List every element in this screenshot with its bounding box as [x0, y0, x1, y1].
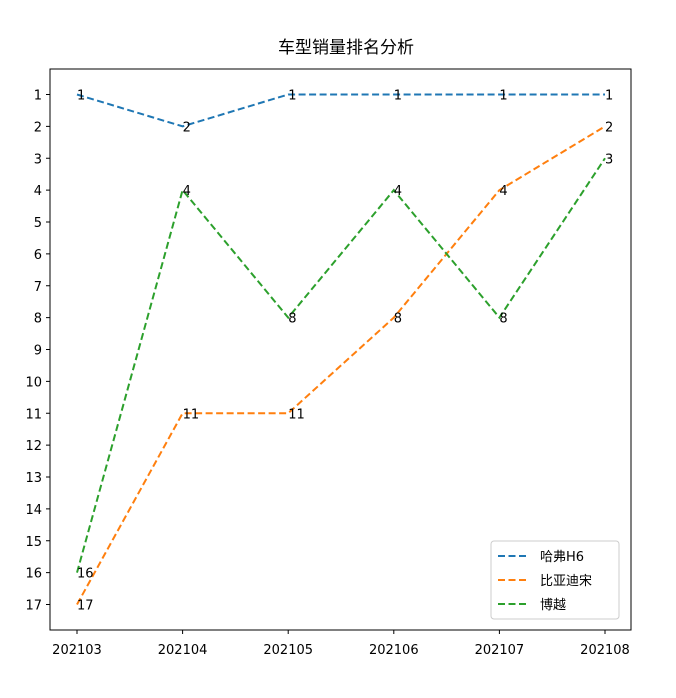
legend-entry: 哈弗H6	[540, 550, 584, 565]
y-tick-label: 5	[34, 216, 42, 231]
y-tick-label: 4	[34, 184, 42, 199]
x-tick-label: 202108	[580, 643, 630, 658]
data-label: 1	[499, 89, 507, 104]
data-label: 3	[605, 152, 613, 167]
chart-title: 车型销量排名分析	[278, 38, 414, 58]
y-tick-label: 12	[25, 439, 42, 454]
y-tick-label: 6	[34, 248, 42, 263]
data-label: 1	[288, 89, 296, 104]
x-tick-label: 202104	[158, 643, 208, 658]
legend-entry: 博越	[540, 598, 566, 613]
data-label: 8	[499, 312, 507, 327]
y-tick-label: 10	[25, 375, 42, 390]
y-tick-label: 8	[34, 312, 42, 327]
y-tick-label: 9	[34, 344, 42, 359]
data-label: 11	[183, 407, 200, 422]
y-tick-label: 15	[25, 535, 42, 550]
series-layer	[77, 94, 605, 604]
data-label: 2	[605, 120, 613, 135]
y-tick-label: 7	[34, 280, 42, 295]
x-tick-label: 202107	[475, 643, 525, 658]
y-tick-label: 2	[34, 120, 42, 135]
y-tick-label: 11	[25, 407, 42, 422]
data-label: 16	[77, 567, 94, 582]
y-tick-label: 1	[34, 89, 42, 104]
x-axis: 202103 202104 202105 202106 202107 202108	[52, 630, 630, 658]
legend-entry: 比亚迪宋	[540, 574, 592, 589]
data-label: 8	[394, 312, 402, 327]
data-label: 4	[183, 184, 191, 199]
data-label: 1	[394, 89, 402, 104]
y-tick-label: 3	[34, 152, 42, 167]
x-tick-label: 202106	[369, 643, 419, 658]
data-label: 2	[183, 120, 191, 135]
x-tick-label: 202103	[52, 643, 102, 658]
y-tick-label: 17	[25, 599, 42, 614]
series-line	[77, 95, 605, 127]
y-tick-label: 16	[25, 567, 42, 582]
series-line	[77, 126, 605, 604]
data-label: 1	[605, 89, 613, 104]
data-label: 8	[288, 312, 296, 327]
data-label: 4	[499, 184, 507, 199]
data-label: 11	[288, 407, 305, 422]
x-tick-label: 202105	[263, 643, 313, 658]
data-label: 4	[394, 184, 402, 199]
data-label: 17	[77, 599, 94, 614]
y-tick-label: 13	[25, 471, 42, 486]
data-label: 1	[77, 89, 85, 104]
y-tick-label: 14	[25, 503, 42, 518]
